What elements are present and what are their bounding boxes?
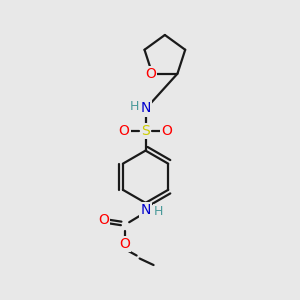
Text: S: S [141,124,150,138]
Text: O: O [119,124,130,138]
Text: N: N [140,101,151,116]
Text: N: N [140,203,151,217]
Text: O: O [119,237,130,250]
Text: O: O [146,67,156,81]
Text: O: O [161,124,172,138]
Text: H: H [130,100,139,113]
Text: O: O [98,213,110,227]
Text: H: H [154,205,164,218]
